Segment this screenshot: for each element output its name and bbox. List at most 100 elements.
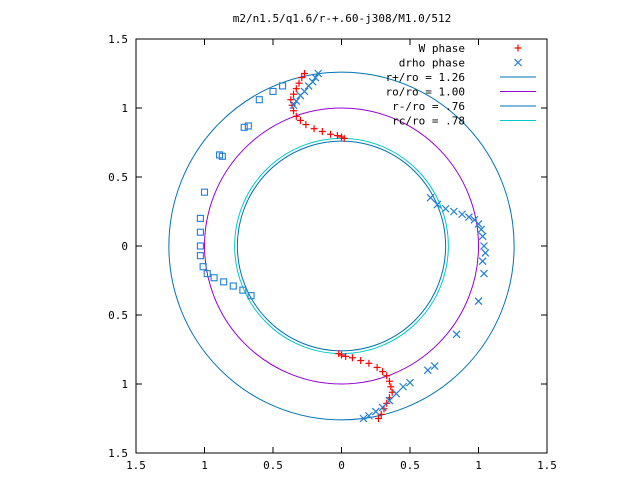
drho-phase-point-b: [296, 91, 305, 100]
circle-series: [234, 137, 449, 355]
w-phase-point: [295, 79, 303, 87]
drho-phase-point-b: [458, 210, 466, 219]
x-tick-label: 0.5: [400, 459, 420, 472]
w-phase-point: [292, 85, 300, 93]
drho-phase-point: [359, 414, 368, 423]
drho-phase-point: [385, 396, 394, 405]
y-tick-label: 1: [121, 378, 128, 391]
drho-square-point: [196, 214, 204, 222]
legend-label: r+/ro = 1.26: [386, 71, 465, 84]
drho-phase-point-b: [481, 248, 490, 257]
drho-phase-point-b: [289, 101, 298, 110]
drho-phase-point: [423, 366, 432, 375]
drho-phase-point-b: [426, 193, 435, 202]
drho-phase-point-b: [449, 207, 458, 216]
legend-label: W phase: [419, 42, 465, 55]
drho-phase-point: [481, 248, 490, 257]
drho-phase-point-b: [478, 232, 487, 241]
drho-phase-point: [426, 193, 435, 202]
w-phase-point: [374, 415, 382, 422]
drho-phase-point: [430, 362, 439, 370]
legend-label: drho phase: [399, 57, 465, 70]
legend-label: rc/ro = .78: [392, 115, 465, 128]
y-tick-label: 1.5: [108, 33, 128, 46]
w-phase-point: [302, 121, 310, 129]
w-phase-point: [373, 363, 381, 371]
drho-phase-point-b: [423, 366, 432, 375]
drho-square-point: [279, 82, 287, 90]
drho-square-point: [196, 252, 204, 260]
drho-phase-point: [289, 101, 298, 110]
w-phase-point: [296, 116, 304, 124]
chart-title: m2/n1.5/q1.6/r-+.60-j308/M1.0/512: [233, 12, 452, 25]
drho-phase-point: [441, 204, 450, 213]
drho-phase-point: [452, 330, 461, 339]
drho-square-point: [196, 228, 204, 236]
w-phase-point: [383, 372, 391, 380]
drho-phase-point-b: [470, 215, 479, 224]
w-phase-point: [340, 134, 348, 142]
drho-phase-point-b: [399, 382, 408, 391]
drho-phase-point: [304, 81, 313, 90]
legend-marker: [514, 44, 522, 52]
legend-marker: [514, 58, 522, 67]
w-phase-point: [357, 357, 365, 365]
drho-phase-point-b: [478, 257, 487, 266]
x-tick-label: 0.5: [263, 459, 283, 472]
y-tick-label: 1.5: [108, 447, 128, 460]
drho-phase-point-b: [477, 225, 486, 234]
drho-phase-point-b: [452, 330, 461, 339]
drho-phase-point-b: [292, 97, 301, 106]
y-tick-label: 1: [121, 102, 128, 115]
drho-phase-point-b: [364, 411, 373, 420]
circle-series: [236, 140, 447, 352]
w-phase-point: [387, 383, 395, 391]
drho-phase-point: [296, 91, 305, 100]
drho-phase-point: [449, 207, 458, 216]
drho-square-point: [216, 151, 224, 159]
drho-phase-point: [474, 219, 483, 228]
w-phase-point: [290, 107, 298, 115]
axis-ticks: 1.5 1 0.5 0 0.5 1 1.51.510.500.511.5: [108, 33, 557, 472]
drho-square-point: [239, 286, 247, 294]
drho-phase-point: [378, 403, 387, 412]
drho-square-point: [220, 278, 228, 286]
drho-square-point: [200, 188, 209, 196]
w-phase-point: [301, 70, 309, 77]
y-tick-label: 0.5: [108, 309, 128, 322]
radius-circles: [168, 71, 515, 421]
data-markers: [196, 69, 490, 423]
x-tick-label: 1.5: [126, 459, 146, 472]
w-phase-point: [292, 112, 300, 120]
drho-phase-point: [478, 232, 487, 241]
legend-label: ro/ro = 1.00: [386, 86, 465, 99]
y-tick-label: 0.5: [108, 171, 128, 184]
drho-phase-point-b: [378, 403, 387, 412]
drho-phase-point-b: [480, 269, 488, 278]
w-phase-point: [318, 127, 326, 135]
drho-phase-point: [433, 200, 442, 209]
w-phase-point: [385, 377, 393, 385]
drho-phase-point: [477, 225, 486, 234]
drho-phase-point-b: [480, 242, 488, 250]
w-phase-point: [298, 74, 306, 82]
w-phase-point: [288, 101, 296, 109]
drho-phase-point-b: [371, 407, 380, 416]
drho-phase-point-b: [406, 378, 414, 387]
drho-square-point: [255, 96, 263, 104]
legend-marker-b: [514, 58, 522, 67]
drho-phase-point: [478, 257, 487, 266]
circle-series: [168, 71, 515, 421]
w-phase-point: [342, 352, 350, 360]
drho-phase-point: [474, 297, 483, 306]
drho-phase-point: [314, 69, 323, 78]
drho-square-point: [196, 242, 204, 250]
drho-phase-point-b: [359, 414, 368, 423]
drho-phase-point: [480, 242, 488, 250]
drho-phase-point: [371, 407, 380, 416]
w-phase-point: [379, 368, 387, 376]
drho-phase-point-b: [314, 69, 323, 78]
drho-phase-point: [480, 269, 488, 278]
w-phase-point: [335, 350, 343, 358]
